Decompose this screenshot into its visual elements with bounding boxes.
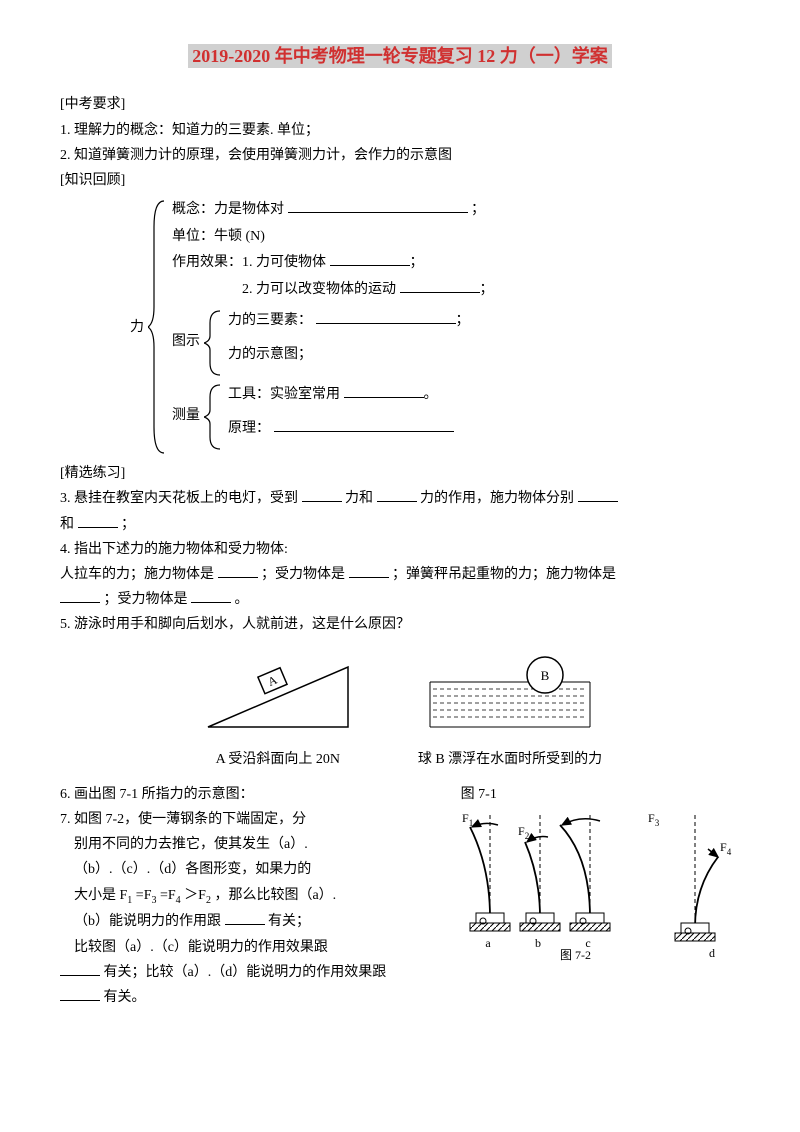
q7-8: 有关。 xyxy=(60,985,440,1010)
q4-t6: 。 xyxy=(235,592,249,607)
q4-t4: ；弹簧秤吊起重物的力；施力物体是 xyxy=(392,567,616,582)
svg-text:F3: F3 xyxy=(648,811,660,828)
blank xyxy=(316,309,456,324)
semi: ； xyxy=(471,202,485,217)
concept-label: 概念：力是物体对 xyxy=(172,202,284,217)
svg-text:F1: F1 xyxy=(462,811,473,828)
yuanli-line: 原理： xyxy=(228,416,454,443)
brace-root: 力 xyxy=(130,197,148,457)
practice-heading: [精选练习] xyxy=(60,461,740,486)
water-diagram: B xyxy=(425,647,595,737)
q7-6: 比较图（a）.（c）能说明力的作用效果跟 xyxy=(60,935,440,960)
blank xyxy=(60,588,100,603)
svg-text:d: d xyxy=(709,946,715,960)
caption-a: A 受沿斜面向上 20N xyxy=(198,747,358,772)
blank xyxy=(60,986,100,1001)
review-heading: [知识回顾] xyxy=(60,168,740,193)
q3-t4: 和 xyxy=(60,517,74,532)
blank xyxy=(274,417,454,432)
blank xyxy=(344,383,424,398)
blank xyxy=(218,563,258,578)
caption-b: 球 B 漂浮在水面时所受到的力 xyxy=(418,747,602,772)
q3-t2: 力和 xyxy=(345,491,373,506)
q7-3: （b）.（c）.（d）各图形变，如果力的 xyxy=(60,857,440,882)
tool-line: 工具：实验室常用 。 xyxy=(228,382,454,409)
tushi-block: 图示 力的三要素： ； 力的示意图； xyxy=(172,308,494,378)
q4-t3: ；受力物体是 xyxy=(261,567,345,582)
shiyi-line: 力的示意图； xyxy=(228,342,470,369)
svg-text:F4: F4 xyxy=(720,840,732,857)
q3-t1: 3. 悬挂在教室内天花板上的电灯，受到 xyxy=(60,491,298,506)
yuanli-label: 原理： xyxy=(228,421,270,436)
celiang-label: 测量 xyxy=(172,382,204,452)
q3: 3. 悬挂在教室内天花板上的电灯，受到 力和 力的作用，施力物体分别 和 ； xyxy=(60,486,740,536)
blank xyxy=(288,198,468,213)
exam-req-heading: [中考要求] xyxy=(60,92,740,117)
q5: 5. 游泳时用手和脚向后划水，人就前进，这是什么原因？ xyxy=(60,612,740,637)
q7-2: 别用不同的力去推它，使其发生（a）. xyxy=(60,832,440,857)
q7-5: （b）能说明力的作用跟 有关； xyxy=(60,909,440,934)
blank xyxy=(225,910,265,925)
effect-label: 作用效果：1. 力可使物体 xyxy=(172,255,326,270)
blank xyxy=(377,487,417,502)
incline-diagram: A xyxy=(198,647,358,737)
q4-t5: ；受力物体是 xyxy=(104,592,188,607)
celiang-block: 测量 工具：实验室常用 。 原理： xyxy=(172,382,494,452)
req-2: 2. 知道弹簧测力计的原理，会使用弹簧测力计，会作力的示意图 xyxy=(60,143,740,168)
q6-text: 6. 画出图 7-1 所指力的示意图： xyxy=(60,787,254,802)
tushi-label: 图示 xyxy=(172,308,204,378)
blank xyxy=(60,961,100,976)
elements-line: 力的三要素： ； xyxy=(228,308,470,335)
brace-diagram: 力 概念：力是物体对 ； 单位：牛顿 (N) 作用效果：1. 力可使物体 ； 2… xyxy=(130,197,740,457)
figure-7-1: A A 受沿斜面向上 20N B 球 B 漂浮在水面时所受到的力 xyxy=(60,647,740,771)
elements-label: 力的三要素： xyxy=(228,313,312,328)
blank xyxy=(330,251,410,266)
concept-line: 概念：力是物体对 ； xyxy=(172,197,494,224)
effect2-label: 2. 力可以改变物体的运动 xyxy=(242,282,396,297)
page-title: 2019-2020 年中考物理一轮专题复习 12 力（一）学案 xyxy=(60,40,740,72)
blank xyxy=(191,588,231,603)
q6: 6. 画出图 7-1 所指力的示意图： 图 7-1 xyxy=(60,782,740,807)
figure-7-2: F1 F2 F3 F4 a xyxy=(460,807,740,1010)
svg-text:b: b xyxy=(535,936,541,950)
effect-line-1: 作用效果：1. 力可使物体 ； xyxy=(172,250,494,277)
blank xyxy=(302,487,342,502)
tool-label: 工具：实验室常用 xyxy=(228,387,340,402)
unit-line: 单位：牛顿 (N) xyxy=(172,224,494,251)
blank xyxy=(78,513,118,528)
q4-t1: 4. 指出下述力的施力物体和受力物体: xyxy=(60,542,288,557)
q4: 4. 指出下述力的施力物体和受力物体: 人拉车的力；施力物体是 ；受力物体是 ；… xyxy=(60,537,740,613)
q7: 7. 如图 7-2，使一薄钢条的下端固定，分 别用不同的力去推它，使其发生（a）… xyxy=(60,807,440,1010)
q7-4: 大小是 F1 =F3 =F4 ＞F2 ，那么比较图（a）. xyxy=(60,883,440,910)
q3-t5: ； xyxy=(121,517,135,532)
req-1: 1. 理解力的概念：知道力的三要素. 单位； xyxy=(60,118,740,143)
svg-text:B: B xyxy=(541,668,550,683)
svg-text:F2: F2 xyxy=(518,824,529,841)
blank xyxy=(400,278,480,293)
q7-7: 有关；比较（a）.（d）能说明力的作用效果跟 xyxy=(60,960,440,985)
brace-icon xyxy=(204,308,222,378)
blank xyxy=(578,487,618,502)
effect-line-2: 2. 力可以改变物体的运动 ； xyxy=(172,277,494,304)
q4-t2: 人拉车的力；施力物体是 xyxy=(60,567,214,582)
brace-left-icon xyxy=(148,197,166,457)
blank xyxy=(349,563,389,578)
title-text: 2019-2020 年中考物理一轮专题复习 12 力（一）学案 xyxy=(188,44,612,68)
q3-t3: 力的作用，施力物体分别 xyxy=(420,491,574,506)
q7-1: 7. 如图 7-2，使一薄钢条的下端固定，分 xyxy=(60,807,440,832)
brace-icon xyxy=(204,382,222,452)
svg-text:图 7-2: 图 7-2 xyxy=(560,948,591,962)
svg-text:a: a xyxy=(485,936,491,950)
fig71-label: 图 7-1 xyxy=(461,787,497,802)
